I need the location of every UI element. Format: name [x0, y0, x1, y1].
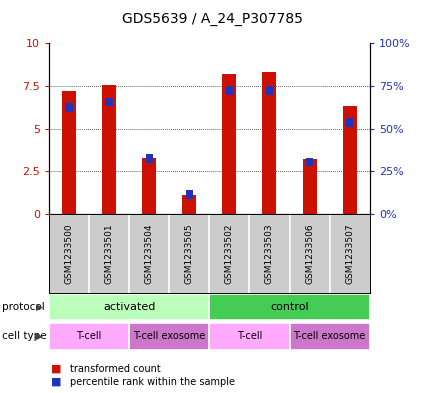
Text: GSM1233504: GSM1233504: [144, 223, 154, 284]
Text: ▶: ▶: [36, 332, 43, 341]
Bar: [209, 323, 289, 350]
Bar: [145, 154, 153, 163]
Bar: [209, 294, 370, 320]
Bar: [303, 160, 317, 214]
Text: protocol: protocol: [2, 302, 45, 312]
Text: activated: activated: [103, 302, 155, 312]
Text: cell type: cell type: [2, 331, 47, 342]
Text: transformed count: transformed count: [70, 364, 161, 374]
Text: GSM1233505: GSM1233505: [185, 223, 194, 284]
Text: GSM1233501: GSM1233501: [105, 223, 113, 284]
Bar: [226, 86, 233, 94]
Bar: [49, 323, 129, 350]
Text: GSM1233500: GSM1233500: [65, 223, 74, 284]
Text: percentile rank within the sample: percentile rank within the sample: [70, 377, 235, 387]
Text: control: control: [270, 302, 309, 312]
Bar: [346, 118, 353, 127]
Bar: [105, 98, 113, 107]
Text: T-cell exosome: T-cell exosome: [294, 331, 366, 342]
Text: ▶: ▶: [36, 303, 43, 311]
Text: T-cell exosome: T-cell exosome: [133, 331, 205, 342]
Bar: [289, 323, 370, 350]
Text: ■: ■: [51, 377, 62, 387]
Bar: [186, 190, 193, 199]
Text: GSM1233503: GSM1233503: [265, 223, 274, 284]
Bar: [306, 158, 313, 166]
Text: GSM1233502: GSM1233502: [225, 223, 234, 284]
Text: T-cell: T-cell: [76, 331, 102, 342]
Bar: [182, 195, 196, 214]
Bar: [263, 72, 277, 214]
Bar: [102, 85, 116, 214]
Bar: [129, 323, 209, 350]
Text: ■: ■: [51, 364, 62, 374]
Bar: [142, 158, 156, 214]
Text: GSM1233507: GSM1233507: [345, 223, 354, 284]
Bar: [222, 74, 236, 214]
Bar: [49, 294, 209, 320]
Bar: [65, 103, 73, 112]
Bar: [343, 107, 357, 214]
Text: T-cell: T-cell: [237, 331, 262, 342]
Bar: [266, 86, 273, 94]
Bar: [62, 91, 76, 214]
Text: GSM1233506: GSM1233506: [305, 223, 314, 284]
Text: GDS5639 / A_24_P307785: GDS5639 / A_24_P307785: [122, 12, 303, 26]
